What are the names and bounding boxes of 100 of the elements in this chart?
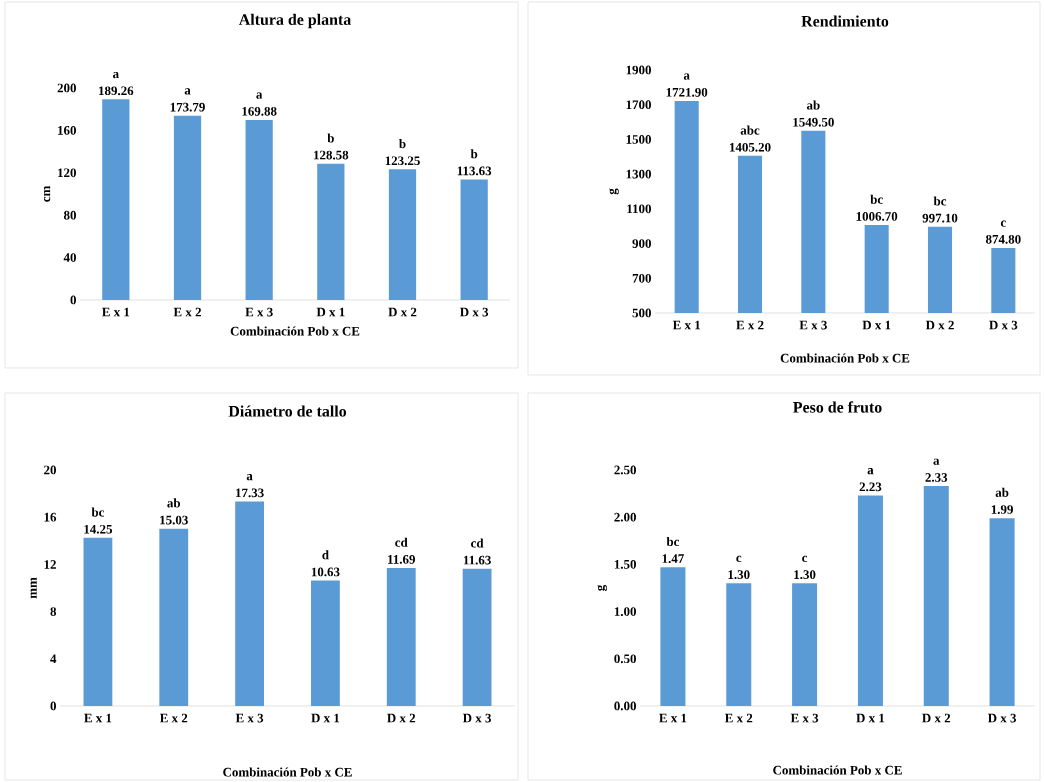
y-tick-label: 1500 bbox=[626, 135, 651, 144]
annotation: a bbox=[867, 468, 874, 475]
y-tick-label: 1100 bbox=[627, 204, 651, 214]
annotation: b bbox=[399, 139, 406, 149]
bar bbox=[792, 583, 818, 706]
annotation: c bbox=[802, 555, 808, 563]
y-tick-label: 16 bbox=[44, 512, 57, 522]
data-label: 14.25 bbox=[84, 524, 113, 534]
annotation: bc bbox=[870, 194, 883, 204]
x-tick-label: D x 2 bbox=[925, 320, 954, 330]
data-label: 11.69 bbox=[388, 555, 416, 564]
x-tick-label: D x 1 bbox=[316, 307, 345, 317]
data-label: 1.47 bbox=[662, 554, 684, 564]
x-tick-label: D x 3 bbox=[462, 713, 492, 723]
y-tick-label: 0.50 bbox=[614, 654, 636, 664]
y-tick-label: 40 bbox=[63, 253, 76, 262]
x-tick-label: D x 2 bbox=[922, 713, 951, 723]
x-axis-title: Combinación Pob x CE bbox=[223, 767, 352, 777]
y-tick-label: 160 bbox=[58, 126, 76, 135]
annotation: cd bbox=[471, 538, 484, 548]
x-tick-label: D x 1 bbox=[862, 320, 891, 330]
bar bbox=[159, 528, 189, 706]
bar bbox=[989, 518, 1015, 706]
x-tick-label: D x 3 bbox=[460, 307, 489, 317]
y-tick-label: 2.50 bbox=[614, 465, 636, 475]
x-tick-label: E x 2 bbox=[724, 713, 753, 723]
annotation: b bbox=[470, 149, 478, 159]
y-axis-title: cm bbox=[43, 185, 51, 202]
y-tick-label: 0 bbox=[50, 701, 56, 711]
x-tick-label: E x 3 bbox=[235, 713, 264, 723]
y-tick-label: 20 bbox=[44, 465, 56, 475]
annotation: bc bbox=[933, 196, 947, 206]
x-tick-label: D x 1 bbox=[856, 713, 885, 723]
annotation: a bbox=[683, 73, 690, 80]
data-label: 189.26 bbox=[99, 86, 134, 96]
annotation: abc bbox=[740, 125, 760, 135]
bar bbox=[660, 567, 686, 706]
y-tick-label: 4 bbox=[50, 654, 57, 664]
data-label: 2.33 bbox=[925, 473, 948, 482]
data-label: 11.63 bbox=[463, 555, 491, 565]
x-tick-label: E x 3 bbox=[799, 320, 827, 330]
bar bbox=[317, 163, 345, 300]
x-tick-label: D x 1 bbox=[311, 713, 340, 723]
annotation: bc bbox=[666, 536, 680, 547]
y-tick-label: 1300 bbox=[626, 169, 651, 179]
annotation: a bbox=[933, 458, 940, 465]
annotation: a bbox=[256, 92, 263, 99]
data-label: 2.23 bbox=[859, 482, 882, 492]
x-axis-title: Combinación Pob x CE bbox=[230, 326, 360, 336]
data-label: 123.25 bbox=[385, 156, 420, 166]
chart-title: Diámetro de tallo bbox=[228, 405, 347, 417]
bar bbox=[388, 169, 417, 300]
data-label: 1721.90 bbox=[666, 87, 708, 97]
x-tick-label: E x 1 bbox=[672, 320, 701, 330]
chart-title: Peso de fruto bbox=[793, 401, 882, 413]
annotation: b bbox=[327, 133, 334, 143]
y-axis-title: g bbox=[609, 188, 619, 195]
annotation: d bbox=[322, 550, 329, 560]
data-label: 128.58 bbox=[314, 150, 349, 160]
x-tick-label: E x 2 bbox=[159, 713, 188, 723]
annotation: ab bbox=[995, 487, 1009, 497]
annotation: ab bbox=[806, 100, 820, 110]
x-tick-label: D x 3 bbox=[987, 713, 1017, 723]
bar bbox=[311, 580, 340, 706]
annotation: a bbox=[184, 88, 191, 95]
y-tick-label: 200 bbox=[57, 83, 76, 93]
annotation: c bbox=[736, 555, 742, 563]
annotation: bc bbox=[91, 507, 105, 517]
annotation: ab bbox=[167, 498, 181, 508]
y-tick-label: 500 bbox=[632, 308, 651, 318]
chart-title: Rendimiento bbox=[801, 15, 889, 27]
data-label: 874.80 bbox=[985, 234, 1021, 244]
annotation: a bbox=[113, 71, 119, 79]
y-tick-label: 1900 bbox=[626, 65, 651, 75]
y-tick-label: 0.00 bbox=[614, 701, 636, 711]
x-tick-label: E x 2 bbox=[736, 320, 764, 330]
data-label: 1.30 bbox=[794, 570, 816, 580]
data-label: 15.03 bbox=[160, 515, 188, 525]
annotation: c bbox=[1000, 220, 1006, 227]
bar bbox=[235, 501, 264, 706]
bar bbox=[102, 99, 130, 300]
bar bbox=[173, 115, 202, 300]
x-tick-label: E x 1 bbox=[102, 307, 130, 317]
annotation: cd bbox=[395, 537, 408, 547]
y-tick-label: 120 bbox=[58, 168, 76, 178]
x-axis-title: Combinación Pob x CE bbox=[780, 353, 910, 363]
bar bbox=[726, 583, 752, 706]
y-tick-label: 8 bbox=[50, 607, 57, 616]
data-label: 169.88 bbox=[242, 106, 277, 116]
y-axis-title: g bbox=[597, 584, 607, 591]
y-tick-label: 80 bbox=[63, 210, 76, 220]
y-tick-label: 700 bbox=[632, 273, 651, 283]
annotation: a bbox=[246, 474, 253, 481]
data-label: 1.30 bbox=[728, 570, 750, 580]
data-label: 113.63 bbox=[457, 166, 492, 176]
chart-title: Altura de planta bbox=[238, 13, 352, 29]
y-axis-title: mm bbox=[30, 577, 37, 599]
y-tick-label: 2.00 bbox=[614, 512, 636, 522]
data-label: 1405.20 bbox=[729, 142, 771, 152]
x-axis-title: Combinación Pob x CE bbox=[773, 765, 902, 775]
